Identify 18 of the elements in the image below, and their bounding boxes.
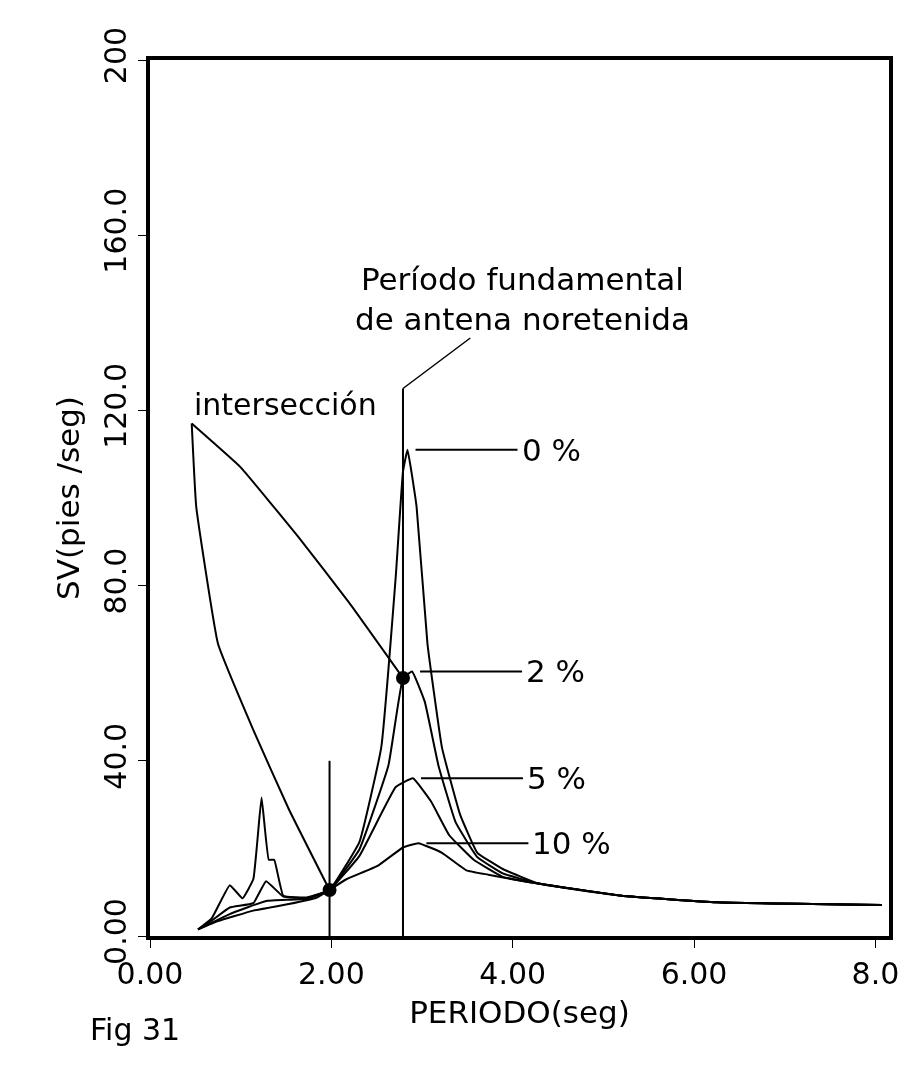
legend-label: 5 % bbox=[527, 760, 587, 796]
annotation: Período fundamental de antena noretenida bbox=[355, 261, 690, 338]
y-tick-label: 40.0 bbox=[98, 722, 133, 790]
y-tick-label: 80.0 bbox=[98, 547, 133, 615]
y-tick-label: 120.0 bbox=[98, 362, 133, 449]
legend-label: 2 % bbox=[526, 653, 586, 689]
x-tick-label: 2.00 bbox=[297, 956, 365, 991]
annotation: intersección bbox=[194, 387, 377, 422]
x-tick-label: 8.0 bbox=[851, 956, 900, 991]
x-tick-label: 6.00 bbox=[660, 956, 728, 991]
legend-label: 10 % bbox=[532, 825, 611, 861]
x-axis-title: PERIODO(seg) bbox=[409, 993, 630, 1030]
caption: Fig 31 bbox=[90, 1012, 181, 1047]
y-tick-label: 200 bbox=[98, 26, 133, 85]
x-tick-label: 4.00 bbox=[479, 956, 547, 991]
legend-label: 0 % bbox=[522, 432, 582, 468]
y-tick-label: 160.0 bbox=[98, 187, 133, 274]
y-axis-title: SV(pies /seg) bbox=[50, 396, 87, 600]
